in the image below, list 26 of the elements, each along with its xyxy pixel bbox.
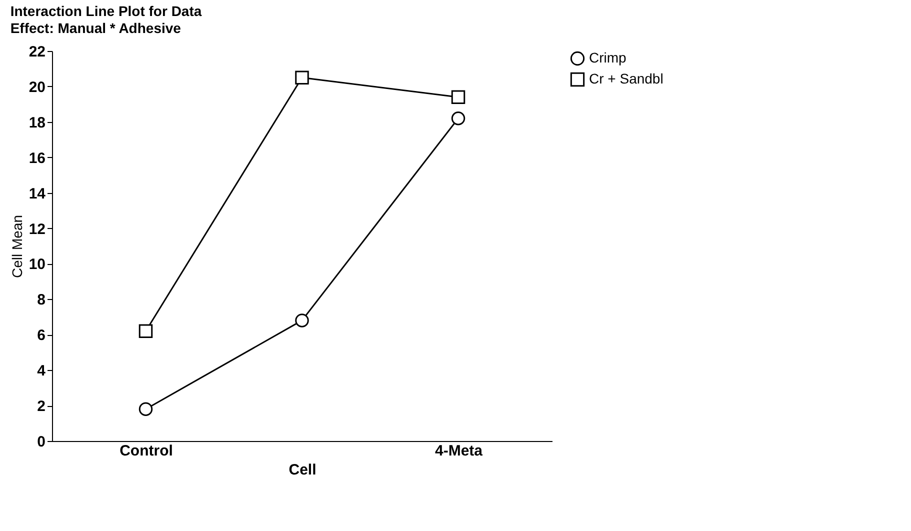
chart-subtitle: Effect: Manual * Adhesive (10, 20, 182, 36)
y-tick-label: 8 (37, 292, 46, 309)
y-tick-label: 6 (37, 327, 46, 344)
y-tick-label: 20 (28, 78, 46, 96)
point (295, 70, 309, 84)
y-tick-label: 0 (37, 434, 46, 450)
point (295, 314, 309, 328)
y-axis-title: Cell Mean (8, 214, 25, 278)
y-tick-label: 4 (37, 362, 46, 380)
y-tick-label: 16 (28, 150, 46, 167)
chart-title: Interaction Line Plot for Data (10, 3, 202, 19)
legend-label: Crimp (589, 50, 627, 66)
legend-label: Cr + Sandbl (589, 70, 664, 86)
y-tick-label: 14 (28, 185, 46, 202)
x-tick-label: 4-Meta (434, 442, 484, 460)
point (138, 324, 153, 338)
point (451, 90, 466, 104)
y-tick-label: 10 (28, 256, 46, 274)
y-tick-label: 18 (28, 114, 46, 132)
point (451, 112, 466, 126)
x-tick-label: Control (120, 442, 173, 460)
x-axis-title: Cell (288, 462, 316, 478)
y-tick-label: 22 (28, 44, 46, 60)
y-tick-label: 12 (28, 220, 46, 238)
y-tick-label: 2 (37, 398, 46, 416)
point (138, 402, 153, 416)
